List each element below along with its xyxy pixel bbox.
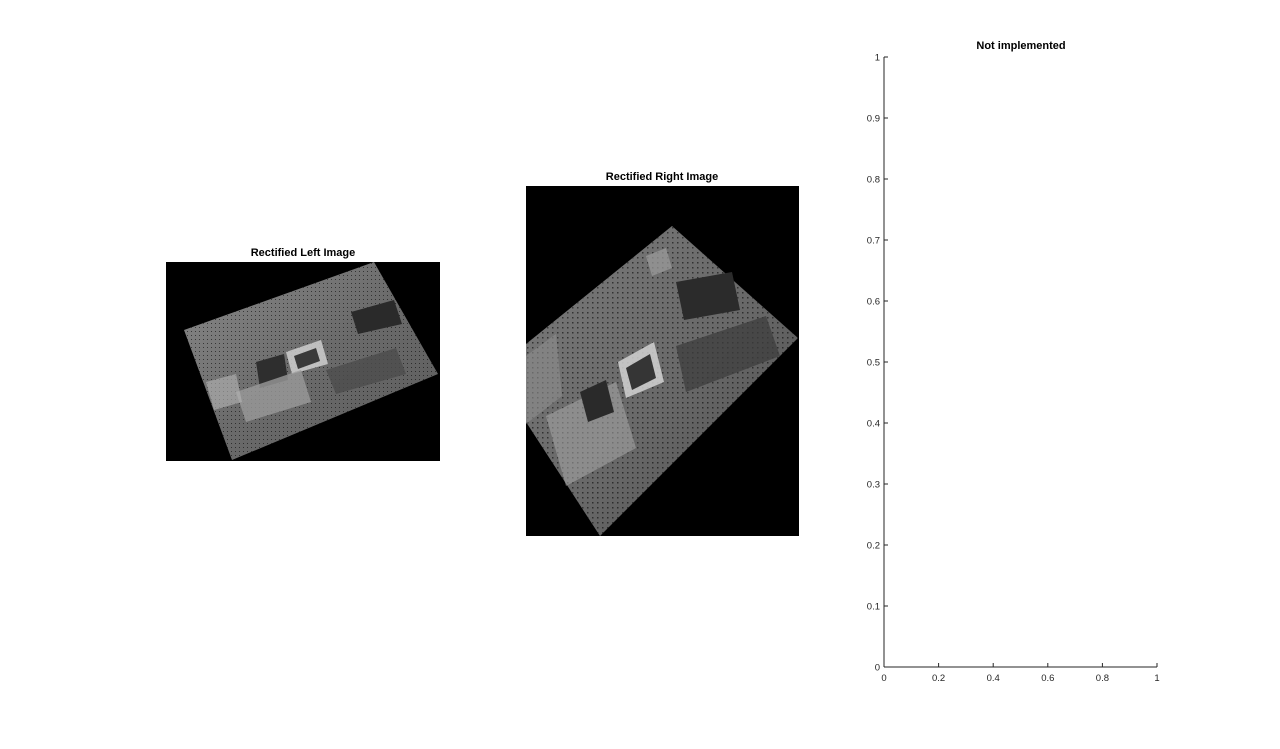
y-tick-label: 0.5 <box>867 358 880 369</box>
y-tick-label: 0.8 <box>867 175 880 186</box>
right-image-title: Rectified Right Image <box>605 171 719 183</box>
rectified-right-image <box>526 186 799 536</box>
rectified-left-image <box>166 262 440 461</box>
y-tick-label: 0.4 <box>867 419 880 430</box>
left-image-title: Rectified Left Image <box>250 247 356 259</box>
x-tick-label: 0 <box>881 673 886 684</box>
x-tick-label: 0.2 <box>932 673 945 684</box>
y-tick-label: 1 <box>875 53 880 64</box>
x-tick-label: 1 <box>1154 673 1159 684</box>
y-tick-label: 0 <box>875 663 880 674</box>
x-tick-label: 0.8 <box>1096 673 1109 684</box>
y-tick-label: 0.6 <box>867 297 880 308</box>
y-tick-label: 0.1 <box>867 602 880 613</box>
x-tick-label: 0.6 <box>1041 673 1054 684</box>
y-tick-label: 0.3 <box>867 480 880 491</box>
y-tick-label: 0.7 <box>867 236 880 247</box>
y-tick-label: 0.2 <box>867 541 880 552</box>
y-tick-label: 0.9 <box>867 114 880 125</box>
chart-title: Not implemented <box>976 40 1066 52</box>
x-tick-label: 0.4 <box>987 673 1000 684</box>
